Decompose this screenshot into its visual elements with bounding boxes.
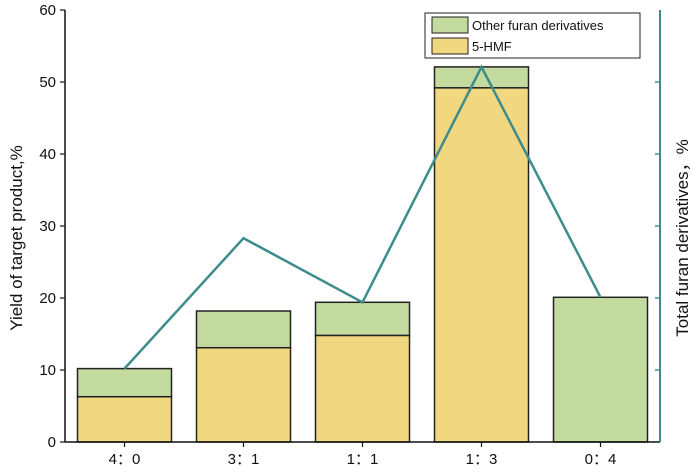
legend-label-other-furan: Other furan derivatives [472, 18, 604, 33]
x-tick-label-2: 1：1 [347, 451, 379, 468]
legend-swatch-other-furan [431, 16, 469, 34]
y-tick-label-1: 10 [39, 362, 56, 379]
bars-layer [76, 66, 649, 443]
y-tick-label-4: 40 [39, 146, 56, 163]
y-tick-label-6: 60 [39, 2, 56, 19]
y-tick-label-5: 50 [39, 74, 56, 91]
bar-5-hmf-1 [195, 346, 292, 443]
x-tick-label-4: 0：4 [585, 451, 617, 468]
bar-other-furan-3 [433, 66, 530, 89]
y-tick-label-2: 20 [39, 290, 56, 307]
y-tick-label-0: 0 [48, 434, 56, 451]
legend: Other furan derivatives 5-HMF [424, 12, 641, 59]
x-tick-label-0: 4：0 [109, 451, 141, 468]
bar-5-hmf-0 [76, 395, 173, 443]
bar-5-hmf-2 [314, 334, 411, 443]
bar-other-furan-1 [195, 310, 292, 349]
legend-swatch-5-hmf [431, 37, 469, 55]
bar-5-hmf-3 [433, 87, 530, 443]
ticks-layer: 0 10 20 30 40 50 60 4：0 3：1 1：1 1：3 0：4 [39, 2, 660, 468]
bar-other-furan-2 [314, 301, 411, 337]
y-tick-label-3: 30 [39, 218, 56, 235]
x-tick-label-3: 1：3 [466, 451, 498, 468]
y-axis-title-right: Total furan derivatives，% [673, 139, 692, 336]
bar-other-furan-0 [76, 367, 173, 398]
bar-other-furan-4 [552, 296, 649, 443]
y-axis-title-left: Yield of target product,% [7, 145, 26, 331]
x-tick-label-1: 3：1 [228, 451, 260, 468]
line-layer [123, 64, 602, 370]
legend-label-5-hmf: 5-HMF [472, 39, 512, 54]
